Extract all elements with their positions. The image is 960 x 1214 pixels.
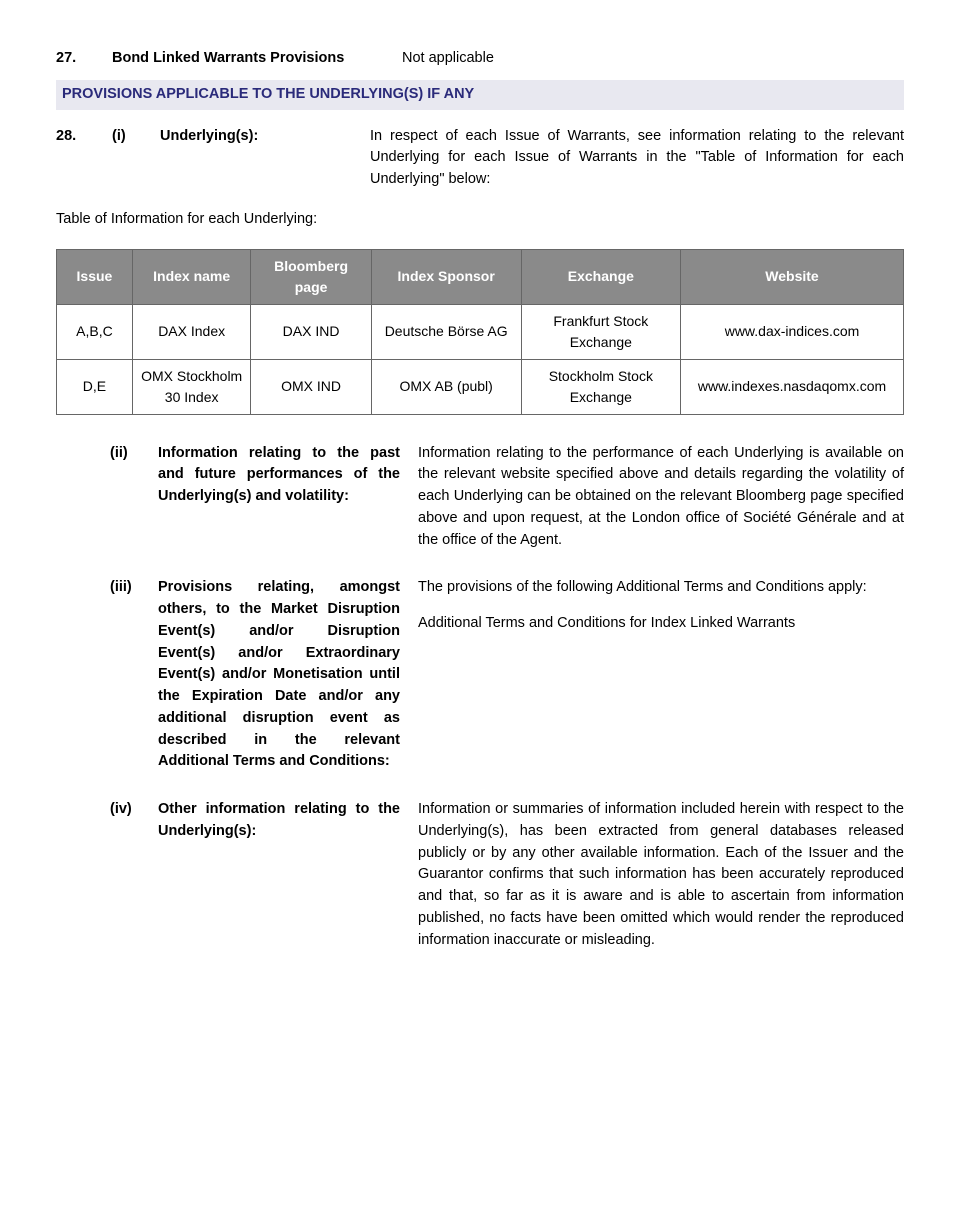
item-28-i-label: Underlying(s): bbox=[160, 126, 370, 191]
table-intro: Table of Information for each Underlying… bbox=[56, 209, 904, 231]
cell: Deutsche Börse AG bbox=[371, 304, 521, 359]
item-28-i-num: (i) bbox=[112, 126, 160, 191]
cell: Stockholm Stock Exchange bbox=[521, 359, 680, 414]
table-row: A,B,C DAX Index DAX IND Deutsche Börse A… bbox=[57, 304, 904, 359]
item-28-iii-label: Provisions relating, amongst others, to … bbox=[158, 577, 418, 773]
cell: OMX AB (publ) bbox=[371, 359, 521, 414]
cell: D,E bbox=[57, 359, 133, 414]
item-28-iv-row: (iv) Other information relating to the U… bbox=[56, 799, 904, 951]
th-bloomberg: Bloomberg page bbox=[251, 249, 371, 304]
section-header: PROVISIONS APPLICABLE TO THE UNDERLYING(… bbox=[56, 80, 904, 110]
item-28-i-value: In respect of each Issue of Warrants, se… bbox=[370, 126, 904, 191]
cell: Frankfurt Stock Exchange bbox=[521, 304, 680, 359]
cell: OMX Stockholm 30 Index bbox=[132, 359, 251, 414]
table-header-row: Issue Index name Bloomberg page Index Sp… bbox=[57, 249, 904, 304]
item-27-label: Bond Linked Warrants Provisions bbox=[112, 48, 402, 70]
th-sponsor: Index Sponsor bbox=[371, 249, 521, 304]
cell: www.indexes.nasdaqomx.com bbox=[681, 359, 904, 414]
cell: www.dax-indices.com bbox=[681, 304, 904, 359]
item-27-value: Not applicable bbox=[402, 48, 904, 70]
item-28-iii-num: (iii) bbox=[110, 577, 158, 773]
item-27-number: 27. bbox=[56, 48, 112, 70]
th-exchange: Exchange bbox=[521, 249, 680, 304]
item-28-iii-value: The provisions of the following Addition… bbox=[418, 577, 904, 773]
underlying-info-table: Issue Index name Bloomberg page Index Sp… bbox=[56, 249, 904, 415]
item-28-iii-row: (iii) Provisions relating, amongst other… bbox=[56, 577, 904, 773]
item-27-row: 27. Bond Linked Warrants Provisions Not … bbox=[56, 48, 904, 70]
cell: A,B,C bbox=[57, 304, 133, 359]
item-28-iv-value: Information or summaries of information … bbox=[418, 799, 904, 951]
item-28-iv-label: Other information relating to the Underl… bbox=[158, 799, 418, 951]
item-28-ii-row: (ii) Information relating to the past an… bbox=[56, 443, 904, 552]
item-28-ii-label: Information relating to the past and fut… bbox=[158, 443, 418, 552]
item-28-ii-num: (ii) bbox=[110, 443, 158, 552]
cell: DAX Index bbox=[132, 304, 251, 359]
th-website: Website bbox=[681, 249, 904, 304]
th-index-name: Index name bbox=[132, 249, 251, 304]
table-row: D,E OMX Stockholm 30 Index OMX IND OMX A… bbox=[57, 359, 904, 414]
item-28-iii-value-p2: Additional Terms and Conditions for Inde… bbox=[418, 613, 904, 635]
th-issue: Issue bbox=[57, 249, 133, 304]
item-28-iii-value-p1: The provisions of the following Addition… bbox=[418, 577, 904, 599]
cell: DAX IND bbox=[251, 304, 371, 359]
item-28-number: 28. bbox=[56, 126, 112, 191]
item-28-ii-value: Information relating to the performance … bbox=[418, 443, 904, 552]
item-28-row: 28. (i) Underlying(s): In respect of eac… bbox=[56, 126, 904, 191]
item-28-iv-num: (iv) bbox=[110, 799, 158, 951]
cell: OMX IND bbox=[251, 359, 371, 414]
